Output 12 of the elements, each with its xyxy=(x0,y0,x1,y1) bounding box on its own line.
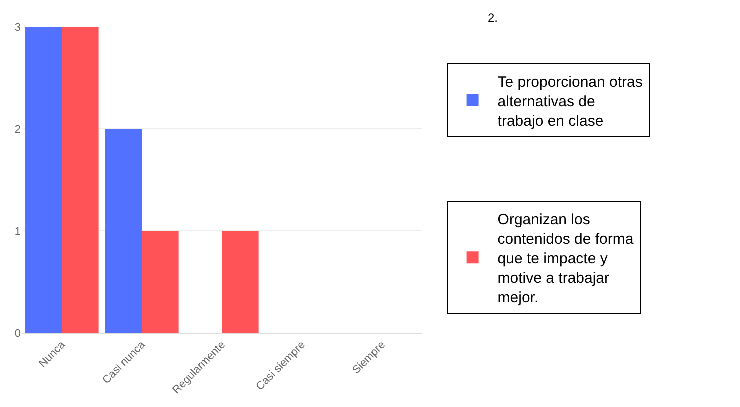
bar xyxy=(62,27,99,333)
y-tick-label: 0 xyxy=(14,328,21,340)
text: 2. xyxy=(488,11,498,25)
y-tick-label: 3 xyxy=(14,22,21,34)
bar xyxy=(142,231,179,333)
bar xyxy=(222,231,259,333)
y-tick-label: 1 xyxy=(14,226,21,238)
legend-label: Organizan los contenidos de forma que te impacte y motive a trabajar mejor. xyxy=(498,212,634,307)
bar xyxy=(105,129,142,333)
bar xyxy=(25,27,62,333)
legend-label: Te proporcionan otras alternativas de trabajo en clase xyxy=(498,74,643,130)
y-tick-label: 2 xyxy=(14,124,21,136)
